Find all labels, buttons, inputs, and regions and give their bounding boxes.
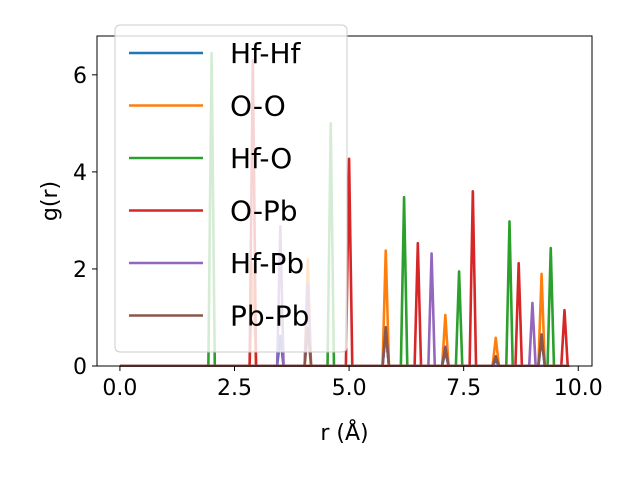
legend-label-hf-pb: Hf-Pb: [230, 247, 304, 280]
x-tick-label: 0.0: [102, 376, 137, 401]
legend-label-o-o: O-O: [230, 90, 286, 123]
x-axis-label: r (Å): [320, 419, 368, 446]
x-tick-label: 7.5: [446, 376, 481, 401]
series-line-pb-pb: [119, 325, 570, 367]
y-tick-label: 2: [73, 258, 87, 283]
ticks-layer: 0.0 2.5 5.0 7.5 10.0 0 2 4 6: [73, 64, 603, 401]
x-tick-label: 5.0: [332, 376, 367, 401]
y-axis-label: g(r): [38, 181, 63, 221]
y-tick-label: 0: [73, 355, 87, 380]
legend-label-hf-hf: Hf-Hf: [230, 37, 302, 70]
legend-label-pb-pb: Pb-Pb: [230, 300, 309, 333]
legend: Hf-Hf O-O Hf-O O-Pb Hf-Pb Pb-Pb: [114, 24, 348, 353]
x-tick-label: 10.0: [554, 376, 603, 401]
legend-label-hf-o: Hf-O: [230, 142, 292, 175]
legend-label-o-pb: O-Pb: [230, 195, 298, 228]
y-tick-label: 6: [73, 64, 87, 89]
x-tick-label: 2.5: [217, 376, 252, 401]
y-tick-label: 4: [73, 161, 87, 186]
